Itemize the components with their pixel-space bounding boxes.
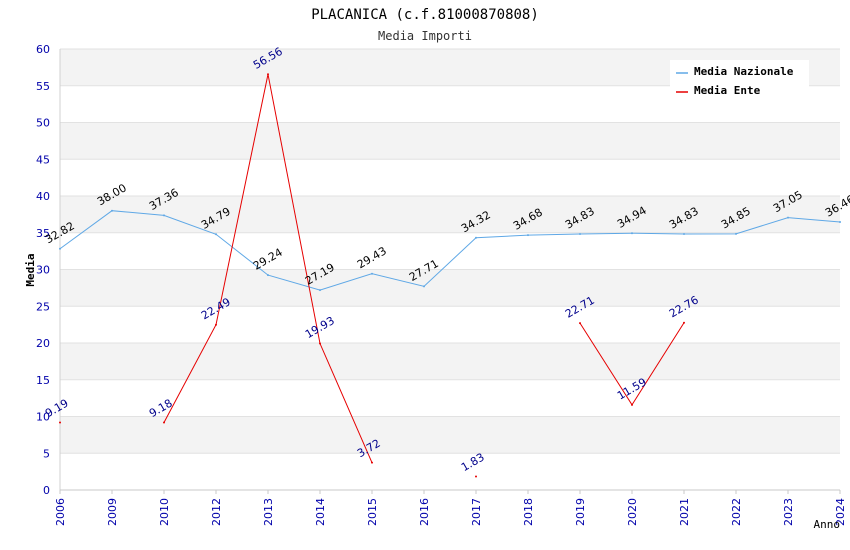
x-tick-label: 2013 [262, 498, 275, 526]
series-line-media-ente [163, 74, 373, 463]
x-tick-label: 2020 [626, 498, 639, 526]
legend-label-media-ente: Media Ente [694, 84, 761, 97]
legend-box [670, 60, 809, 106]
data-point-media-ente [59, 421, 61, 424]
x-tick-label: 2018 [522, 498, 535, 526]
y-tick-label: 40 [36, 190, 50, 203]
chart-title: PLACANICA (c.f.81000870808) [311, 7, 539, 23]
x-tick-label: 2015 [366, 498, 379, 526]
y-axis-label: Media [24, 253, 37, 286]
series-line-media-ente [579, 322, 685, 406]
x-tick-label: 2012 [210, 498, 223, 526]
background-band [60, 343, 840, 380]
background-band [60, 196, 840, 233]
data-label-media-ente: 1.83 [459, 451, 487, 475]
y-tick-label: 45 [36, 153, 50, 166]
series-line-media-nazionale [59, 210, 841, 291]
y-tick-label: 25 [36, 300, 50, 313]
y-tick-label: 60 [36, 43, 50, 56]
x-tick-label: 2006 [54, 498, 67, 526]
x-tick-label: 2010 [158, 498, 171, 526]
background-band [60, 269, 840, 307]
x-tick-label: 2023 [782, 498, 795, 526]
x-axis-label: Anno [814, 518, 841, 531]
y-tick-label: 55 [36, 80, 50, 93]
x-tick-label: 2016 [418, 498, 431, 526]
x-tick-label: 2024 [834, 498, 847, 526]
data-point-media-ente [475, 475, 477, 478]
legend: Media Nazionale Media Ente [670, 60, 809, 106]
y-tick-label: 10 [36, 411, 50, 424]
chart-subtitle: Media Importi [378, 29, 472, 43]
y-tick-label: 50 [36, 117, 50, 130]
data-label-media-nazionale: 29.24 [251, 246, 285, 273]
x-tick-label: 2009 [106, 498, 119, 526]
data-label-media-ente: 19.93 [303, 314, 337, 341]
y-tick-label: 5 [43, 447, 50, 460]
y-tick-label: 20 [36, 337, 50, 350]
background-band [60, 416, 840, 454]
legend-label-media-nazionale: Media Nazionale [694, 65, 794, 78]
x-tick-label: 2014 [314, 498, 327, 526]
y-tick-label: 0 [43, 484, 50, 497]
x-tick-label: 2021 [678, 498, 691, 526]
data-label-media-nazionale: 29.43 [355, 244, 389, 271]
x-tick-label: 2017 [470, 498, 483, 526]
x-tick-label: 2019 [574, 498, 587, 526]
y-tick-label: 30 [36, 264, 50, 277]
y-tick-label: 35 [36, 227, 50, 240]
x-tick-label: 2022 [730, 498, 743, 526]
y-tick-label: 15 [36, 374, 50, 387]
background-band [60, 122, 840, 160]
